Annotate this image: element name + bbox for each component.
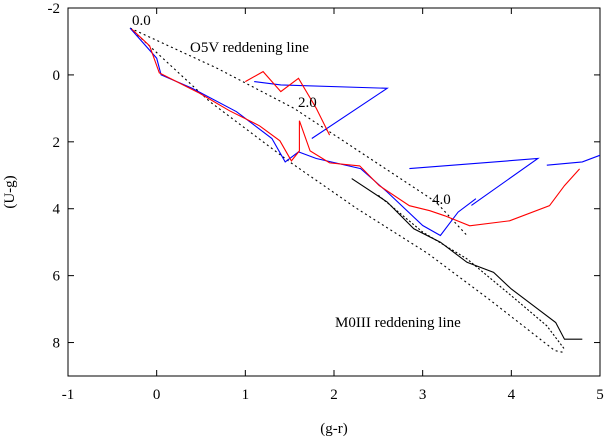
annotation: 4.0 — [432, 192, 451, 208]
annotation: M0III reddening line — [335, 315, 461, 331]
series-line — [377, 194, 565, 350]
x-axis-label: (g-r) — [320, 421, 347, 437]
x-tick-label: 1 — [242, 387, 250, 403]
series-line — [129, 27, 468, 236]
y-tick-label: 0 — [53, 68, 61, 84]
x-tick-label: 0 — [153, 387, 161, 403]
series-line — [131, 28, 581, 227]
y-tick-label: -2 — [48, 1, 61, 17]
y-tick-label: 6 — [53, 269, 61, 285]
annotation: O5V reddening line — [190, 40, 309, 56]
series-line — [129, 27, 565, 354]
series-line — [351, 178, 583, 340]
y-tick-label: 8 — [53, 336, 61, 352]
annotation: 2.0 — [298, 95, 317, 111]
x-tick-label: 4 — [508, 387, 516, 403]
annotation: 0.0 — [132, 13, 151, 29]
y-tick-label: 2 — [53, 135, 61, 151]
series-line — [254, 81, 389, 139]
x-tick-label: 3 — [419, 387, 427, 403]
series-line — [245, 70, 331, 136]
x-tick-label: 2 — [330, 387, 338, 403]
series-line — [409, 157, 540, 206]
series-line — [546, 154, 600, 166]
y-tick-label: 4 — [53, 202, 61, 218]
y-axis-label: (U-g) — [2, 175, 18, 208]
plot-frame — [67, 7, 601, 377]
x-tick-label: 5 — [596, 387, 604, 403]
x-tick-label: -1 — [62, 387, 75, 403]
